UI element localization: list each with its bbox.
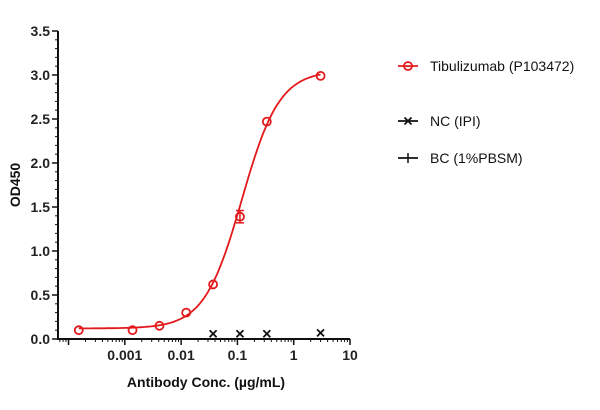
circle-marker bbox=[261, 116, 272, 127]
data-point-series-1 bbox=[262, 329, 271, 338]
data-point-series-0 bbox=[73, 325, 84, 336]
x-tick-label: 0.1 bbox=[228, 347, 248, 363]
y-tick-label: 2.0 bbox=[31, 155, 51, 171]
data-point-series-0 bbox=[181, 307, 192, 318]
legend-item: NC (IPI) bbox=[398, 113, 481, 129]
circle-marker bbox=[127, 325, 138, 336]
data-point-series-0 bbox=[154, 320, 165, 331]
circle-marker bbox=[403, 61, 413, 71]
x-axis-title: Antibody Conc. (µg/mL) bbox=[127, 374, 285, 390]
legend-label: NC (IPI) bbox=[430, 113, 481, 129]
legend-item: BC (1%PBSM) bbox=[398, 150, 523, 166]
y-tick-label: 2.5 bbox=[31, 111, 51, 127]
circle-marker bbox=[181, 307, 192, 318]
legend-marker bbox=[403, 61, 413, 71]
data-point-series-0 bbox=[127, 325, 138, 336]
y-tick-label: 1.5 bbox=[31, 199, 51, 215]
data-point-series-1 bbox=[316, 328, 325, 337]
circle-marker bbox=[208, 279, 219, 290]
circle-marker bbox=[154, 320, 165, 331]
data-point-series-0 bbox=[315, 70, 326, 81]
y-tick-label: 0.0 bbox=[31, 331, 51, 347]
legend-marker bbox=[403, 116, 413, 126]
x-marker-stroke bbox=[235, 329, 245, 338]
x-tick-label: 1 bbox=[290, 347, 298, 363]
y-tick-label: 0.5 bbox=[31, 287, 51, 303]
fit-curve-tibulizumab bbox=[78, 73, 321, 330]
x-marker-stroke bbox=[316, 328, 325, 337]
data-point-series-1 bbox=[235, 329, 245, 338]
data-point-series-0 bbox=[261, 116, 272, 127]
circle-marker bbox=[315, 70, 326, 81]
x-marker-stroke bbox=[403, 116, 413, 126]
data-point-series-1 bbox=[208, 329, 218, 338]
y-axis-title: OD450 bbox=[7, 163, 23, 208]
x-marker-stroke bbox=[208, 329, 218, 338]
circle-marker bbox=[73, 325, 84, 336]
circle-marker bbox=[235, 211, 245, 222]
y-tick-label: 3.0 bbox=[31, 67, 51, 83]
data-point-series-0 bbox=[235, 211, 245, 222]
legend-item: Tibulizumab (P103472) bbox=[398, 58, 574, 74]
legend-label: BC (1%PBSM) bbox=[430, 150, 523, 166]
data-point-series-0 bbox=[208, 279, 219, 290]
x-tick-label: 0.001 bbox=[107, 347, 142, 363]
x-tick-label: 10 bbox=[342, 347, 358, 363]
y-tick-label: 3.5 bbox=[31, 23, 51, 39]
x-marker-stroke bbox=[262, 329, 271, 338]
legend: Tibulizumab (P103472) NC (IPI) BC (1%PBSM) bbox=[398, 58, 574, 166]
x-tick-label: 0.01 bbox=[167, 347, 194, 363]
axes: 0.0 0.5 1.0 1.5 2.0 2.5 3.0 3.5 0.001 0.01 0.1 1 10 bbox=[31, 23, 358, 363]
y-tick-label: 1.0 bbox=[31, 243, 51, 259]
legend-label: Tibulizumab (P103472) bbox=[430, 58, 574, 74]
plot-area bbox=[73, 70, 326, 338]
